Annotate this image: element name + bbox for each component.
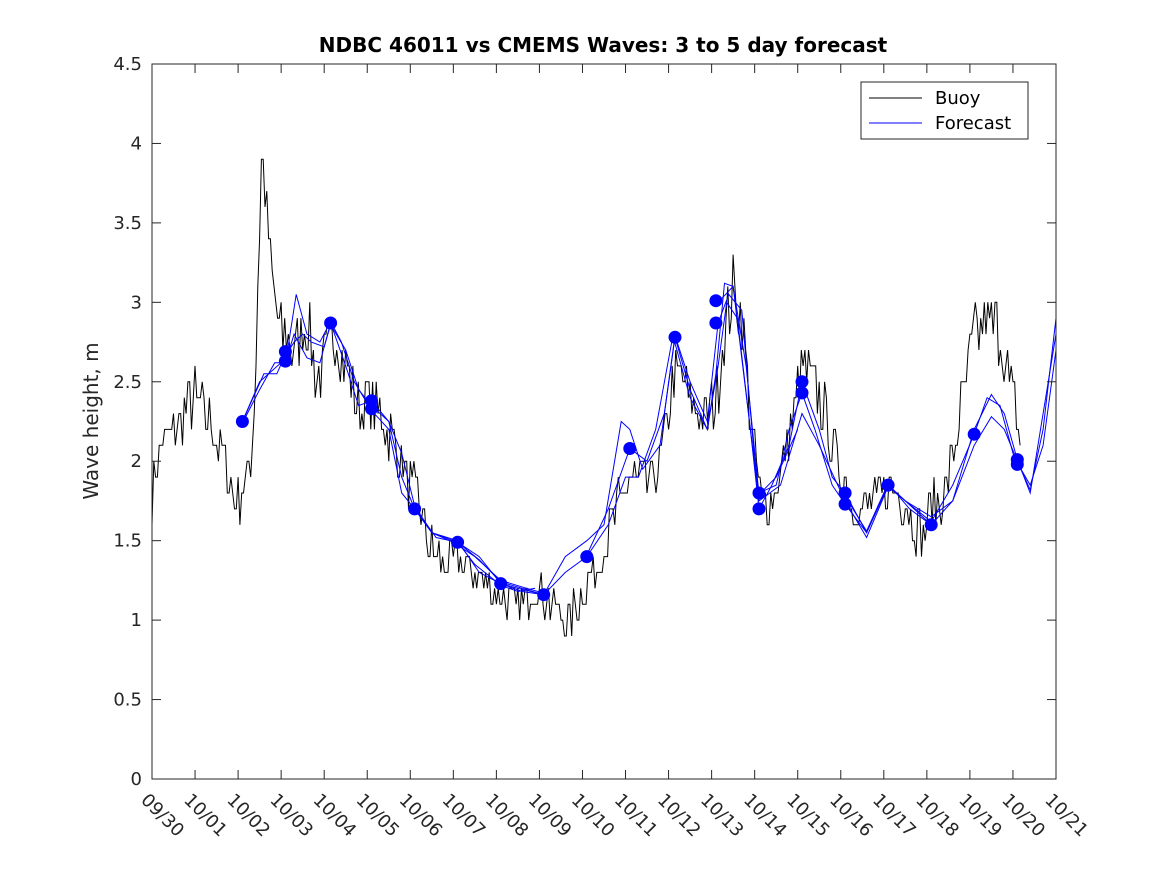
forecast-marker-21 [838,497,852,511]
forecast-run-line-1 [241,323,536,593]
y-tick-label: 1 [131,610,142,631]
forecast-marker-19 [795,386,809,400]
y-tick-label: 1.5 [113,531,142,552]
legend-buoy-label: Buoy [935,88,981,109]
forecast-marker-2 [278,345,292,359]
y-tick-label: 3.5 [113,213,142,234]
legend-forecast-label: Forecast [935,113,1011,134]
legend: Buoy Forecast [860,81,1029,140]
y-tick-label: 4 [131,133,142,154]
forecast-marker-11 [580,550,594,564]
forecast-marker-14 [709,294,723,308]
buoy-line [151,158,1021,637]
forecast-marker-17 [752,502,766,516]
y-axis-label: Wave height, m [79,342,103,499]
series-layer [151,158,1057,637]
forecast-marker-3 [278,354,292,368]
forecast-marker-12 [623,442,637,455]
forecast-marker-10 [537,588,551,602]
legend-box [860,81,1029,140]
y-tick-label: 3 [131,292,142,313]
forecast-marker-6 [365,402,378,416]
y-tick-label: 2.5 [113,372,142,393]
chart-title: NDBC 46011 vs CMEMS Waves: 3 to 5 day fo… [319,33,888,57]
y-tick-label: 0.5 [113,690,142,711]
y-tick-label: 0 [131,769,142,790]
y-tick-label: 4.5 [113,54,142,75]
forecast-marker-24 [967,427,981,441]
forecast-marker-1 [235,415,249,428]
forecast-marker-15 [709,316,723,330]
forecast-marker-13 [668,330,682,344]
forecast-marker-26 [1010,457,1024,471]
forecast-marker-9 [494,577,508,591]
forecast-marker-7 [408,502,422,516]
forecast-marker-8 [451,535,465,549]
forecast-marker-20 [838,486,852,500]
forecast-run-line-3 [241,294,544,596]
plot-area [152,64,1056,779]
y-tick-label: 2 [131,451,142,472]
forecast-marker-22 [881,478,895,492]
forecast-marker-23 [924,518,938,532]
axes-box [151,63,1057,780]
forecast-marker-18 [795,375,809,389]
forecast-marker-4 [324,316,338,330]
forecast-marker-16 [752,486,766,500]
